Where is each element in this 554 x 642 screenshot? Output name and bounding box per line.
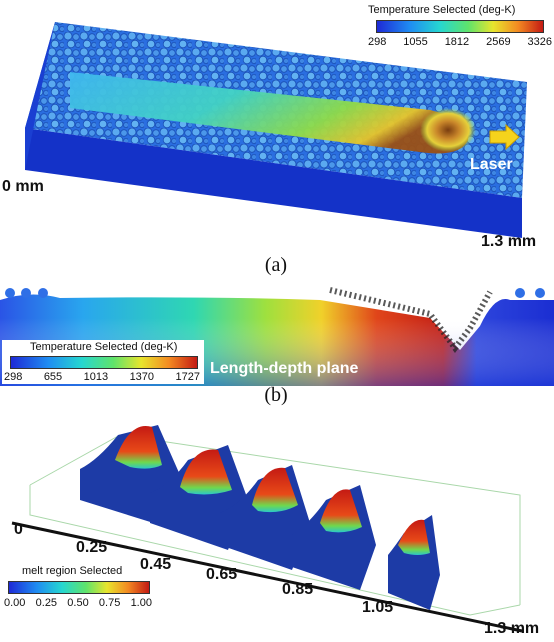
colorbar-a-ticks: 298 1055 1812 2569 3326 [368, 36, 552, 48]
panel-c-melt-region-slices: 0 0.25 0.45 0.65 0.85 1.05 1.3 mm melt r… [0, 405, 554, 642]
colorbar-c-ticks: 0.00 0.25 0.50 0.75 1.00 [4, 597, 152, 609]
colorbar-b-tick: 655 [43, 371, 63, 383]
scan-track [70, 72, 469, 154]
melt-slices-render [11, 425, 523, 633]
powder-bed-3d-render [25, 22, 527, 238]
colorbar-b-tick: 298 [4, 371, 23, 383]
axis-tick-0-65: 0.65 [206, 566, 238, 583]
melt-pool [420, 108, 476, 152]
start-distance-label: 0 mm [2, 178, 44, 195]
colorbar-b-tick: 1727 [175, 371, 200, 383]
colorbar-a-tick: 3326 [527, 36, 552, 48]
axis-tick-1-3mm: 1.3 mm [484, 620, 540, 637]
powder-particle [515, 288, 525, 298]
end-distance-label: 1.3 mm [481, 233, 537, 250]
colorbar-a-bar [376, 20, 544, 33]
panel-a-powder-bed-3d: Temperature Selected (deg-K) 298 1055 18… [0, 0, 554, 255]
slice-melt [180, 449, 232, 495]
powder-particle [38, 288, 48, 298]
laser-arrow [489, 123, 520, 151]
axis-tick-0-25: 0.25 [76, 539, 108, 556]
axis-tick-0-45: 0.45 [140, 556, 172, 573]
keyhole-vectors [329, 287, 493, 354]
powder-particle [5, 288, 15, 298]
plane-label: Length-depth plane [210, 360, 359, 377]
laser-label: Laser [470, 156, 513, 173]
colorbar-c-bar [8, 581, 150, 594]
colorbar-b-title: Temperature Selected (deg-K) [30, 341, 178, 353]
axis-tick-1-05: 1.05 [362, 599, 394, 616]
slice-melt [115, 425, 162, 469]
colorbar-a-tick: 2569 [486, 36, 511, 48]
axis-tick-0: 0 [14, 521, 23, 538]
panel-b-length-depth-plane: Temperature Selected (deg-K) 298 655 101… [0, 278, 554, 386]
colorbar-b-bar [10, 356, 198, 369]
panel-b-caption: (b) [264, 384, 288, 406]
powder-particle [21, 288, 31, 298]
axis-tick-0-85: 0.85 [282, 581, 314, 598]
powder-front-face [25, 128, 522, 238]
colorbar-b-ticks: 298 655 1013 1370 1727 [4, 371, 200, 383]
colorbar-c-tick: 1.00 [130, 597, 152, 609]
slice-melt [252, 467, 298, 513]
colorbar-a-tick: 1055 [403, 36, 428, 48]
scan-axis [11, 521, 523, 633]
colorbar-a-tick: 298 [368, 36, 387, 48]
colorbar-b-tick: 1370 [129, 371, 155, 383]
colorbar-a-title: Temperature Selected (deg-K) [368, 4, 516, 16]
slice-melt [398, 519, 430, 555]
colorbar-c-tick: 0.50 [67, 597, 89, 609]
powder-particle [535, 288, 545, 298]
colorbar-c-tick: 0.75 [98, 597, 121, 609]
colorbar-b-tick: 1013 [83, 371, 109, 383]
panel-a-caption: (a) [264, 254, 288, 276]
colorbar-a-tick: 1812 [444, 36, 470, 48]
colorbar-c-tick: 0.25 [35, 597, 58, 609]
colorbar-c-title: melt region Selected [22, 565, 123, 577]
slice-melt [320, 489, 362, 533]
colorbar-c-tick: 0.00 [4, 597, 26, 609]
